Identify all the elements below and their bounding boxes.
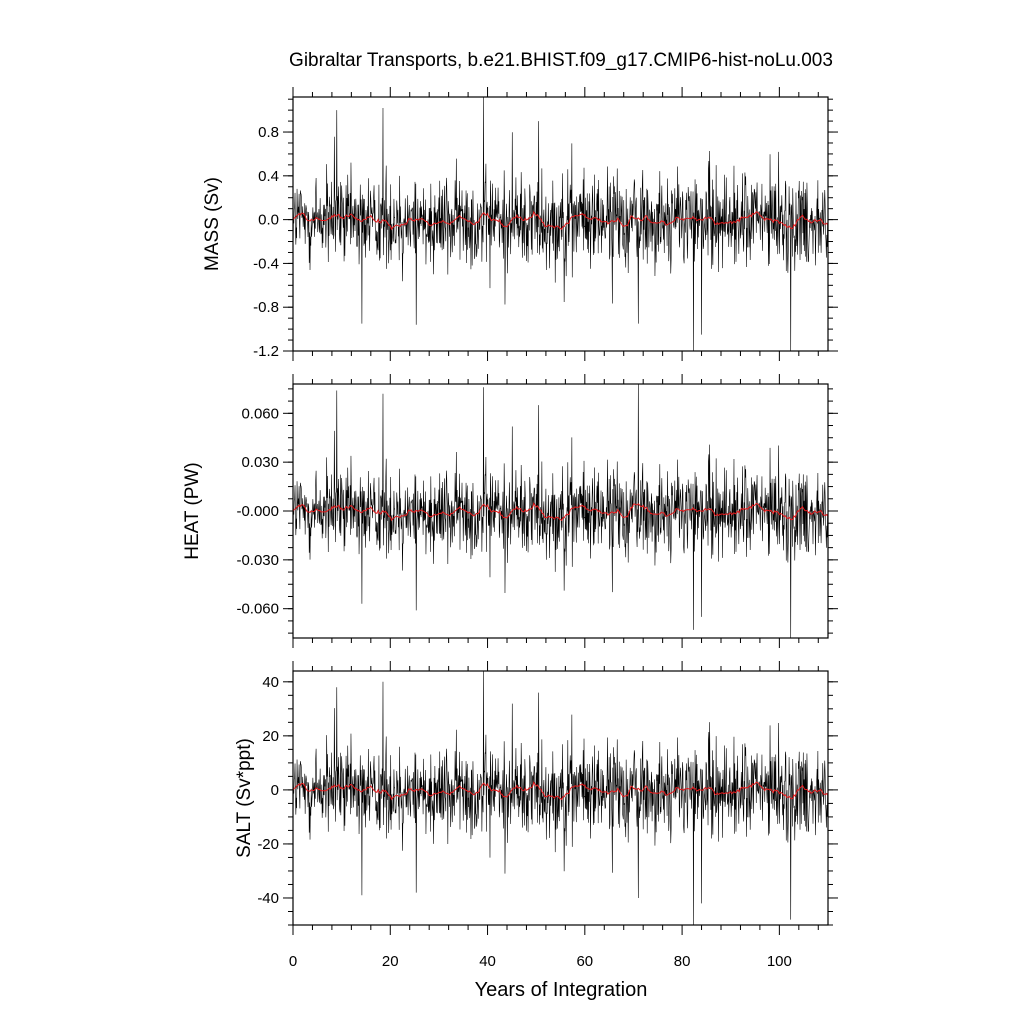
salt-smoothed-series — [292, 781, 829, 801]
y-tick-label: -20 — [257, 836, 279, 853]
y-tick-label: 20 — [262, 728, 279, 745]
y-tick-label: 0.8 — [258, 124, 279, 141]
x-tick-label: 20 — [382, 953, 399, 970]
mass-plot-frame — [292, 96, 829, 352]
x-tick-label: 40 — [479, 953, 496, 970]
salt-raw-series — [292, 670, 829, 926]
salt-plot-frame — [292, 670, 829, 926]
y-tick-label: -0.030 — [236, 552, 279, 569]
y-tick-label: 40 — [262, 674, 279, 691]
y-tick-label: 0.4 — [258, 168, 279, 185]
x-tick-label: 100 — [767, 953, 792, 970]
heat-plot-frame — [292, 383, 829, 639]
salt-ytick-labels: 40 20 0 -20 -40 — [257, 674, 279, 907]
panel-heat: 0.060 0.030 -0.000 -0.030 -0.060 HEAT (PW) — [182, 374, 838, 648]
x-tick-labels: 0 20 40 60 80 100 — [289, 953, 792, 970]
heat-ticks — [283, 374, 838, 648]
mass-raw-series — [292, 96, 829, 352]
heat-raw-series — [292, 383, 829, 639]
y-tick-label: 0 — [271, 782, 279, 799]
x-tick-label: 80 — [674, 953, 691, 970]
mass-ylabel: MASS (Sv) — [202, 177, 223, 271]
y-tick-label: -1.2 — [253, 343, 279, 360]
heat-smoothed-series — [292, 502, 829, 522]
panel-mass: 0.8 0.4 0.0 -0.4 -0.8 -1.2 MASS (Sv) — [202, 87, 838, 361]
panel-salt: 40 20 0 -20 -40 SALT (Sv*ppt) — [234, 661, 838, 935]
salt-ylabel: SALT (Sv*ppt) — [234, 738, 255, 858]
y-tick-label: 0.030 — [241, 454, 279, 471]
y-tick-label: -0.000 — [236, 503, 279, 520]
mass-smoothed-series — [292, 210, 829, 231]
x-tick-label: 60 — [576, 953, 593, 970]
y-tick-label: -0.060 — [236, 601, 279, 618]
chart-title: Gibraltar Transports, b.e21.BHIST.f09_g1… — [289, 50, 833, 71]
x-axis-label: Years of Integration — [475, 979, 648, 1001]
heat-ytick-labels: 0.060 0.030 -0.000 -0.030 -0.060 — [236, 405, 279, 617]
y-tick-label: 0.060 — [241, 405, 279, 422]
y-tick-label: -0.4 — [253, 255, 279, 272]
salt-ticks — [283, 661, 838, 935]
mass-ticks — [283, 87, 838, 361]
mass-ytick-labels: 0.8 0.4 0.0 -0.4 -0.8 -1.2 — [253, 124, 279, 360]
x-tick-label: 0 — [289, 953, 297, 970]
y-tick-label: 0.0 — [258, 212, 279, 229]
y-tick-label: -40 — [257, 890, 279, 907]
heat-ylabel: HEAT (PW) — [182, 462, 203, 559]
y-tick-label: -0.8 — [253, 299, 279, 316]
